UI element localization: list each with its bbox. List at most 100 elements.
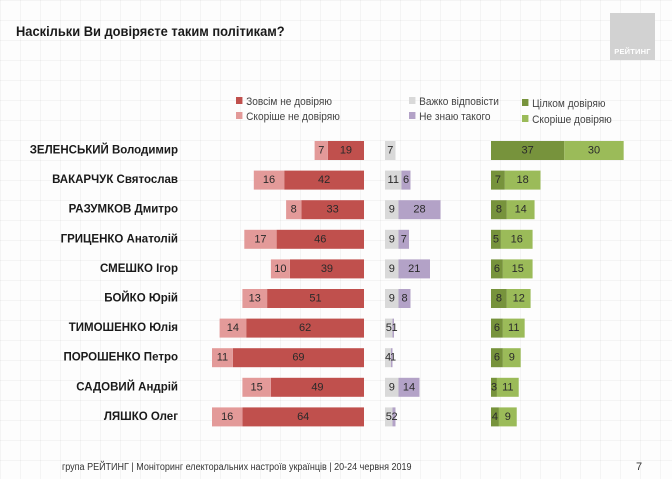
legend-label: Зовсім не довіряю — [246, 96, 332, 108]
bar-distrust-rather — [212, 407, 243, 427]
bar-distrust-rather — [270, 259, 290, 279]
bar-distrust-rather — [314, 141, 328, 160]
bar-hard-to-say — [385, 289, 399, 308]
data-label-dont-know: 1 — [391, 322, 397, 334]
legend-label: Скоріше довіряю — [532, 114, 612, 126]
data-label-hard-to-say: 9 — [389, 263, 395, 275]
footer-source: група РЕЙТИНГ | Моніторинг електоральних… — [62, 462, 412, 473]
bar-trust-rather — [502, 259, 533, 279]
bar-trust-rather — [504, 170, 541, 190]
legend-swatch — [522, 115, 529, 122]
data-label-trust-full: 4 — [492, 411, 498, 423]
bar-distrust-rather — [253, 170, 285, 190]
legend-label: Не знаю такого — [419, 111, 491, 123]
bar-trust-full — [491, 200, 507, 220]
bar-trust-full — [491, 407, 499, 427]
rating-logo: РЕЙТИНГ — [610, 13, 655, 60]
bar-dont-know — [401, 170, 411, 190]
logo-text: РЕЙТИНГ — [614, 47, 651, 56]
category-label: ВАКАРЧУК Святослав — [52, 174, 178, 186]
bar-dont-know — [398, 259, 430, 279]
bar-hard-to-say — [385, 141, 396, 160]
bar-hard-to-say — [385, 318, 393, 338]
bar-distrust-rather — [212, 348, 233, 368]
bar-trust-rather — [502, 318, 525, 338]
bar-distrust-full — [242, 407, 364, 427]
bar-trust-full — [491, 141, 565, 160]
bar-dont-know — [392, 407, 396, 427]
bar-dont-know — [398, 200, 441, 220]
data-label-trust-rather: 9 — [505, 411, 511, 423]
bar-trust-rather — [564, 141, 624, 160]
data-label-distrust-rather: 11 — [217, 352, 228, 364]
bar-distrust-rather — [219, 318, 247, 338]
legend-swatch — [522, 99, 529, 106]
data-label-distrust-rather: 8 — [291, 204, 297, 216]
legend-swatch — [236, 97, 243, 104]
category-label: БОЙКО Юрій — [104, 292, 178, 305]
data-label-trust-full: 37 — [522, 145, 534, 157]
bar-dont-know — [391, 348, 393, 368]
bar-hard-to-say — [385, 229, 399, 249]
category-label: ЗЕЛЕНСЬКИЙ Володимир — [30, 144, 178, 157]
bar-trust-full — [491, 318, 503, 338]
bar-trust-full — [491, 259, 503, 279]
data-label-distrust-full: 19 — [340, 145, 352, 157]
data-label-hard-to-say: 4 — [385, 352, 391, 364]
data-label-trust-rather: 12 — [513, 293, 525, 305]
data-label-distrust-full: 51 — [309, 293, 321, 305]
bar-trust-full — [491, 377, 497, 397]
legend-item-trust-full: Цілком довіряю — [522, 98, 605, 110]
bar-hard-to-say — [385, 259, 399, 279]
bar-hard-to-say — [385, 200, 399, 220]
bar-hard-to-say — [385, 170, 402, 190]
bar-distrust-rather — [242, 377, 271, 397]
data-label-distrust-rather: 7 — [318, 145, 324, 157]
bar-distrust-full — [327, 141, 364, 160]
data-label-distrust-full: 69 — [292, 352, 304, 364]
bar-distrust-full — [270, 377, 364, 397]
data-label-dont-know: 14 — [403, 381, 415, 393]
data-label-hard-to-say: 9 — [389, 233, 395, 245]
legend-swatch — [409, 97, 416, 104]
data-label-trust-rather: 9 — [509, 352, 515, 364]
data-label-hard-to-say: 9 — [389, 204, 395, 216]
legend-label: Важко відповісти — [419, 96, 499, 108]
data-label-distrust-full: 64 — [297, 411, 309, 423]
bar-distrust-rather — [286, 200, 302, 220]
bar-trust-full — [491, 170, 505, 190]
bar-trust-full — [491, 289, 507, 308]
data-label-trust-full: 6 — [494, 352, 500, 364]
data-label-trust-full: 5 — [493, 233, 499, 245]
bar-hard-to-say — [385, 377, 399, 397]
data-label-dont-know: 7 — [401, 233, 407, 245]
category-label: РАЗУМКОВ Дмитро — [69, 204, 178, 216]
bar-hard-to-say — [385, 348, 391, 368]
category-label: ГРИЦЕНКО Анатолій — [61, 233, 178, 245]
bar-distrust-full — [284, 170, 364, 190]
data-label-dont-know: 6 — [403, 174, 409, 186]
bar-trust-full — [491, 229, 501, 249]
bar-distrust-full — [246, 318, 364, 338]
data-label-trust-rather: 14 — [515, 204, 527, 216]
legend-item-hard-to-say: Важко відповісти — [409, 96, 499, 108]
chart-title: Наскільки Ви довіряєте таким політикам? — [16, 23, 285, 39]
data-label-hard-to-say: 9 — [389, 381, 395, 393]
category-label: СМЕШКО Ігор — [100, 263, 178, 275]
data-label-dont-know: 8 — [401, 293, 407, 305]
data-label-distrust-full: 42 — [318, 174, 330, 186]
bar-dont-know — [398, 289, 411, 308]
data-label-trust-full: 8 — [496, 204, 502, 216]
bar-hard-to-say — [385, 407, 393, 427]
data-label-trust-full: 8 — [496, 293, 502, 305]
bar-distrust-full — [301, 200, 364, 220]
legend-label: Скоріше не довіряю — [246, 111, 340, 123]
data-label-hard-to-say: 9 — [389, 293, 395, 305]
bar-trust-full — [491, 348, 503, 368]
bar-trust-rather — [502, 348, 521, 368]
data-label-distrust-full: 46 — [314, 233, 326, 245]
legend-swatch — [236, 112, 243, 119]
category-label: ТИМОШЕНКО Юлія — [69, 322, 178, 334]
bar-trust-rather — [506, 289, 531, 308]
bar-trust-rather — [496, 377, 519, 397]
